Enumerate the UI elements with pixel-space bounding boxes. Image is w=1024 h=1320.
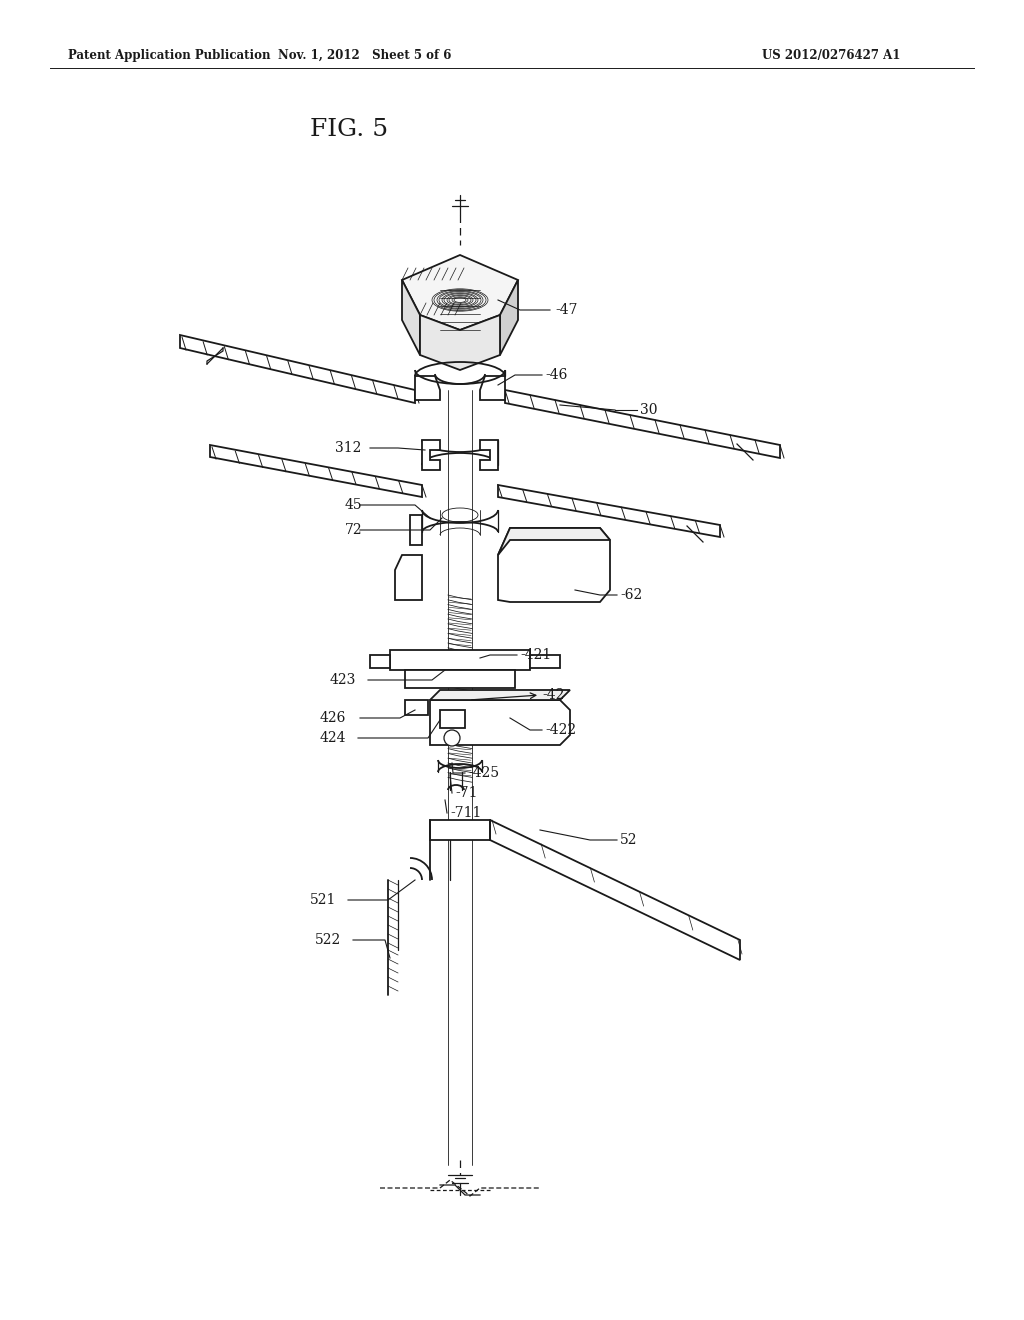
Text: 521: 521 [310, 894, 336, 907]
Text: 30: 30 [640, 403, 657, 417]
Text: 72: 72 [345, 523, 362, 537]
Polygon shape [480, 376, 505, 400]
Polygon shape [430, 690, 570, 700]
Text: -46: -46 [545, 368, 567, 381]
Text: Nov. 1, 2012   Sheet 5 of 6: Nov. 1, 2012 Sheet 5 of 6 [279, 49, 452, 62]
Polygon shape [406, 700, 428, 715]
Text: -425: -425 [468, 766, 499, 780]
Polygon shape [390, 649, 530, 671]
Text: US 2012/0276427 A1: US 2012/0276427 A1 [762, 49, 900, 62]
Polygon shape [402, 255, 518, 330]
Polygon shape [498, 528, 610, 554]
Polygon shape [210, 445, 422, 498]
Text: 426: 426 [319, 711, 346, 725]
Polygon shape [498, 528, 610, 602]
Polygon shape [420, 315, 500, 370]
Polygon shape [422, 440, 440, 470]
Polygon shape [505, 389, 780, 458]
Text: Patent Application Publication: Patent Application Publication [68, 49, 270, 62]
Text: 424: 424 [319, 731, 346, 744]
Text: -47: -47 [555, 304, 578, 317]
Text: 45: 45 [345, 498, 362, 512]
Text: 312: 312 [335, 441, 361, 455]
Polygon shape [480, 440, 498, 470]
Polygon shape [498, 484, 720, 537]
Text: 423: 423 [330, 673, 356, 686]
Polygon shape [430, 820, 490, 840]
Text: 52: 52 [620, 833, 638, 847]
Polygon shape [530, 655, 560, 668]
Polygon shape [402, 280, 420, 355]
Polygon shape [490, 820, 740, 960]
Text: -62: -62 [620, 587, 642, 602]
Polygon shape [440, 710, 465, 729]
Polygon shape [370, 655, 390, 668]
Text: -711: -711 [450, 807, 481, 820]
Polygon shape [406, 671, 515, 688]
Polygon shape [430, 700, 570, 744]
Text: 522: 522 [315, 933, 341, 946]
Text: -421: -421 [520, 648, 551, 663]
Text: -422: -422 [545, 723, 577, 737]
Circle shape [444, 730, 460, 746]
Polygon shape [395, 554, 422, 601]
Text: -71: -71 [455, 785, 477, 800]
Polygon shape [500, 280, 518, 355]
Text: -42: -42 [542, 688, 564, 702]
Text: FIG. 5: FIG. 5 [310, 119, 388, 141]
Polygon shape [410, 515, 422, 545]
Polygon shape [180, 335, 415, 403]
Polygon shape [415, 376, 440, 400]
